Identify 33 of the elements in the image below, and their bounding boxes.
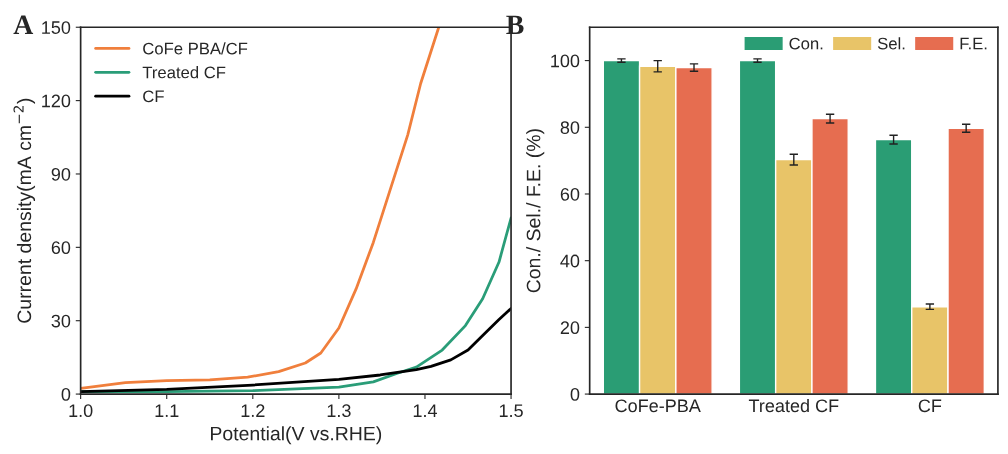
y-tick-label: 60: [560, 187, 580, 201]
y-tick-label: 20: [560, 321, 580, 335]
x-tick-label: CF: [918, 399, 942, 413]
y-tick-label: 40: [560, 254, 580, 268]
x-tick-label: 1.3: [327, 404, 351, 418]
y-tick-label: 0: [570, 388, 580, 401]
legend-label: Treated CF: [142, 66, 226, 79]
y-tick-label: 30: [51, 314, 71, 328]
x-tick-label: 1.1: [155, 404, 179, 417]
x-tick-label: CoFe-PBA: [615, 399, 701, 413]
legend-label: Sel.: [877, 37, 905, 50]
x-tick-label: 1.0: [69, 404, 93, 418]
y-tick-label: 150: [42, 21, 71, 34]
y-tick-label: 0: [61, 388, 71, 401]
y-tick-label: 100: [551, 54, 580, 68]
text: A: [13, 15, 34, 34]
x-tick-label: 1.5: [499, 404, 523, 418]
y-tick-label: 60: [51, 241, 71, 255]
y-tick-label: 80: [560, 121, 580, 135]
legend-label: CoFe PBA/CF: [143, 42, 248, 55]
y-axis-title: Con./ Sel./ F.E. (%): [526, 129, 545, 293]
y-tick-label: 120: [42, 94, 71, 108]
y-tick-label: 90: [51, 167, 71, 181]
x-tick-label: Treated CF: [748, 398, 839, 413]
x-tick-label: 1.4: [413, 404, 437, 417]
line-series: [80, 27, 441, 390]
annotation: B: [506, 15, 524, 34]
legend-label: F.E.: [960, 37, 987, 50]
x-tick-label: 1.2: [241, 404, 265, 417]
x-axis-title: Potential(V vs.RHE): [211, 426, 382, 445]
y-axis-title: Current density(mA cm$^{−2}$): [13, 98, 36, 323]
legend-label: CF: [143, 90, 164, 103]
legend-label: Con.: [789, 37, 823, 50]
